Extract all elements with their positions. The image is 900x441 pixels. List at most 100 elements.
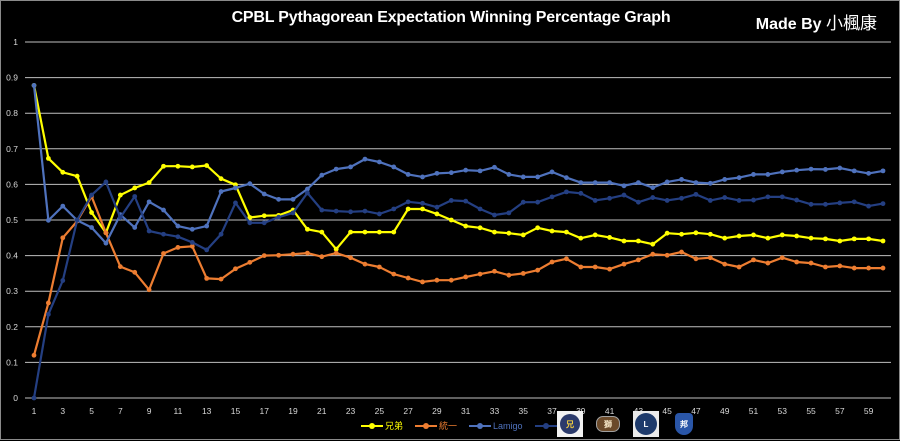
y-tick-label: 0.3 — [6, 286, 18, 296]
data-point — [60, 203, 66, 209]
data-point — [765, 172, 771, 177]
data-point — [650, 241, 656, 247]
data-point — [837, 200, 843, 206]
data-point — [736, 233, 742, 239]
data-point — [635, 180, 641, 186]
series-line — [32, 85, 884, 245]
data-point — [376, 211, 382, 217]
y-tick-label: 0.2 — [6, 322, 18, 332]
data-point — [362, 156, 368, 162]
legend-item-uni-lions[interactable]: 統一 — [415, 419, 457, 432]
data-point — [333, 250, 339, 256]
data-point — [765, 260, 771, 266]
y-tick-label: 0.1 — [6, 357, 18, 367]
data-point — [650, 185, 656, 191]
data-point — [679, 195, 684, 201]
data-point — [751, 232, 756, 238]
data-point — [679, 231, 684, 237]
series-1 — [31, 83, 886, 252]
legend-swatch-icon — [469, 422, 492, 429]
data-point — [679, 249, 684, 255]
x-axis-ticks: 1357911131517192123252729313335373941434… — [32, 406, 874, 416]
data-point — [851, 199, 857, 205]
data-point — [736, 175, 742, 181]
data-point — [434, 204, 440, 210]
data-point — [693, 230, 699, 236]
data-point — [549, 194, 555, 200]
x-tick-label: 15 — [231, 406, 241, 416]
data-point — [405, 206, 411, 212]
data-point — [405, 172, 411, 177]
x-tick-label: 13 — [202, 406, 212, 416]
data-point — [736, 198, 742, 203]
data-point — [218, 231, 224, 237]
data-point — [146, 180, 152, 186]
legend-item-lamigo[interactable]: Lamigo — [469, 421, 523, 431]
data-point — [707, 180, 713, 186]
y-tick-label: 0.4 — [6, 251, 18, 261]
data-point — [45, 311, 51, 317]
data-point — [823, 236, 828, 242]
data-point — [348, 209, 353, 215]
x-tick-label: 47 — [691, 406, 701, 416]
data-point — [247, 220, 253, 226]
data-point — [146, 199, 152, 205]
y-tick-label: 0 — [13, 393, 18, 403]
data-point — [376, 229, 382, 235]
data-point — [808, 166, 814, 172]
data-point — [132, 269, 138, 275]
data-point — [74, 217, 80, 223]
data-point — [60, 278, 66, 283]
data-point — [751, 172, 756, 177]
data-point — [376, 264, 382, 270]
chart-title: CPBL Pythagorean Expectation Winning Per… — [231, 9, 671, 26]
data-point — [319, 229, 325, 235]
data-point — [348, 255, 353, 261]
data-point — [635, 257, 641, 263]
data-point — [45, 156, 51, 161]
data-point — [779, 169, 785, 175]
data-point — [60, 169, 66, 175]
data-point — [722, 195, 728, 200]
data-point — [693, 191, 699, 197]
data-point — [132, 194, 138, 199]
x-tick-label: 31 — [461, 406, 471, 416]
data-point — [161, 163, 166, 169]
y-tick-label: 1 — [13, 37, 18, 47]
y-tick-label: 0.5 — [6, 215, 18, 225]
data-point — [305, 226, 310, 232]
data-point — [535, 174, 541, 180]
data-point — [823, 167, 828, 172]
data-point — [564, 175, 569, 181]
series-line — [32, 195, 883, 356]
x-tick-label: 9 — [147, 406, 152, 416]
x-tick-label: 53 — [778, 406, 788, 416]
data-point — [607, 235, 612, 240]
fubon-logo-icon: 邦 — [671, 411, 697, 437]
legend-item-brothers[interactable]: 兄弟 — [361, 419, 403, 432]
data-point — [535, 225, 541, 231]
x-tick-label: 49 — [720, 406, 730, 416]
x-tick-label: 37 — [547, 406, 557, 416]
x-tick-label: 3 — [60, 406, 65, 416]
data-point — [707, 255, 713, 261]
data-point — [520, 199, 526, 205]
data-point — [765, 194, 771, 200]
data-point — [463, 198, 469, 204]
data-point — [161, 251, 166, 256]
lamigo-logo-icon: L — [633, 411, 659, 437]
data-point — [808, 201, 814, 207]
data-point — [535, 199, 541, 205]
data-point — [592, 264, 598, 270]
data-point — [89, 225, 94, 230]
data-point — [823, 201, 828, 207]
data-point — [247, 181, 253, 187]
data-point — [218, 176, 224, 182]
x-tick-label: 57 — [835, 406, 845, 416]
data-point — [89, 192, 94, 198]
data-point — [362, 261, 368, 267]
data-point — [233, 200, 238, 206]
data-point — [391, 206, 397, 212]
y-axis-ticks: 0 0.1 0.2 0.3 0.4 0.5 0.6 0.7 0.8 0.9 1 — [6, 37, 18, 403]
data-point — [549, 259, 555, 265]
